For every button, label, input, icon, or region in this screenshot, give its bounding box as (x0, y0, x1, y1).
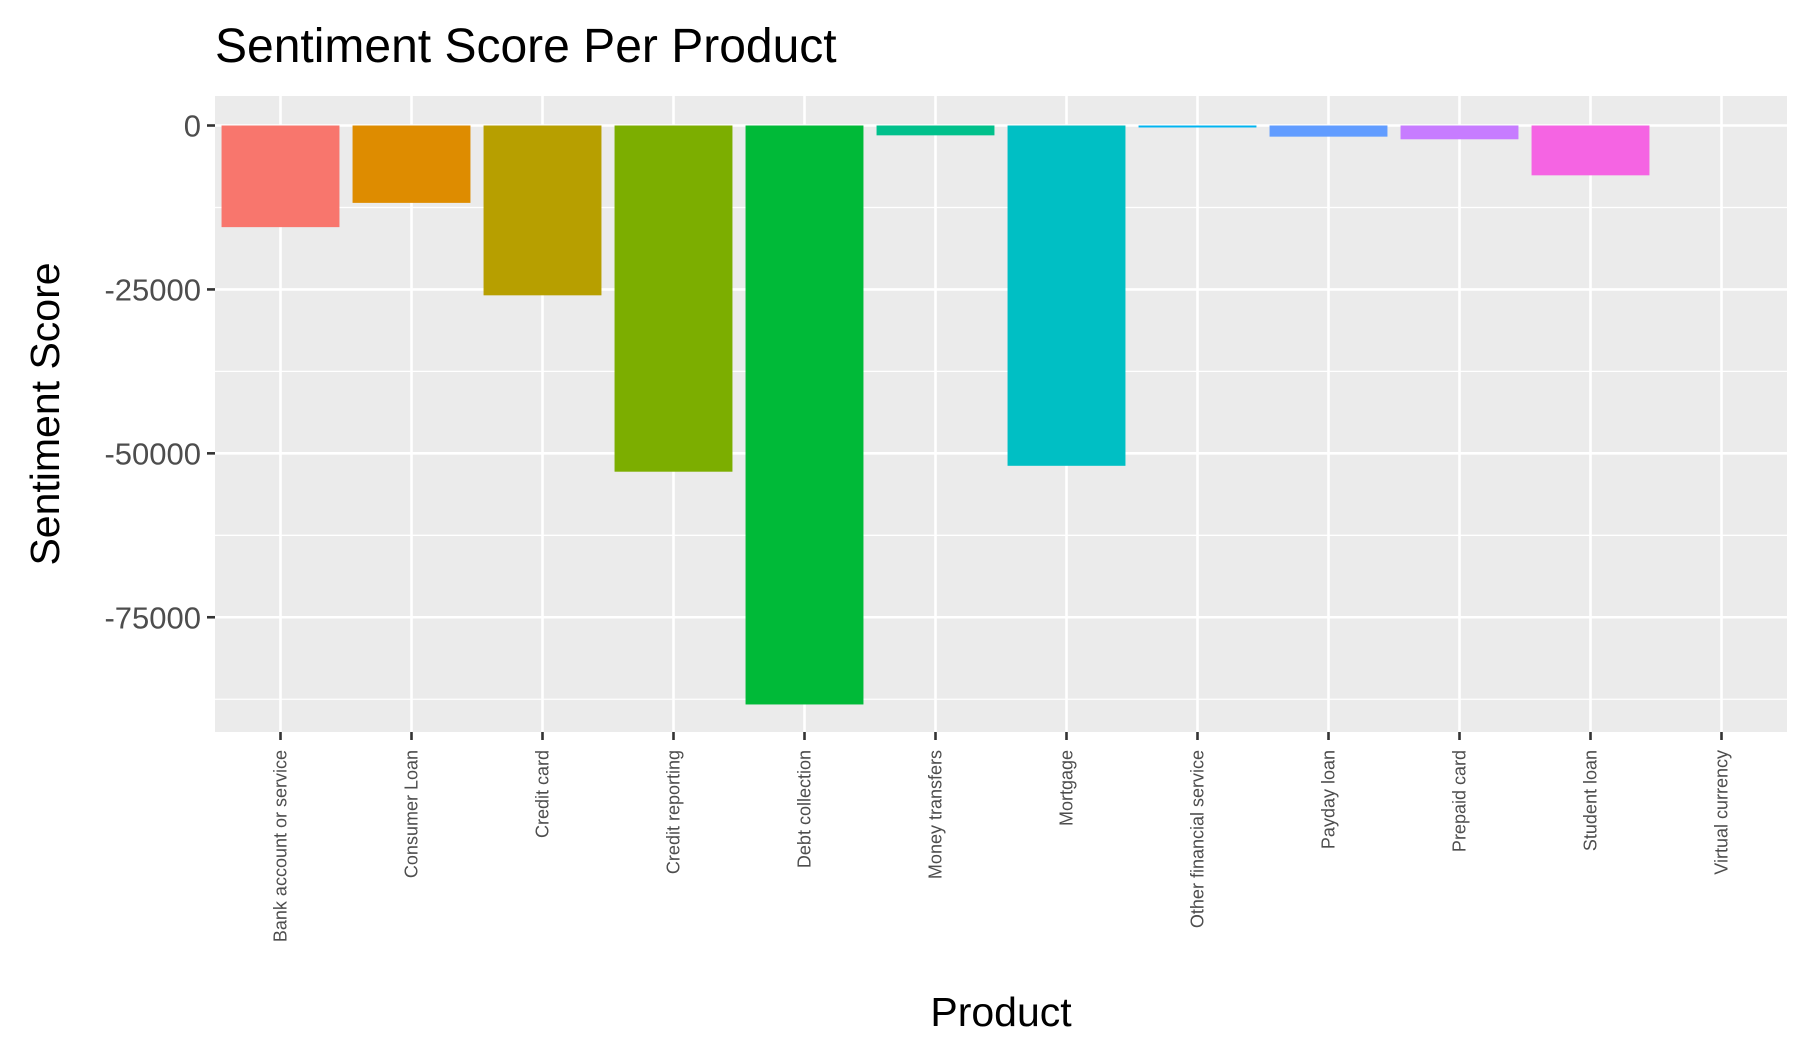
x-tick-label: Prepaid card (1450, 750, 1470, 852)
bar (1138, 125, 1257, 128)
x-tick-label: Credit reporting (664, 750, 684, 874)
y-tick-label: -25000 (104, 272, 201, 307)
y-tick-label: -50000 (104, 436, 201, 471)
x-tick-label: Payday loan (1319, 750, 1339, 849)
bar (352, 125, 471, 203)
bar (1269, 125, 1388, 137)
x-tick-label: Bank account or service (271, 750, 291, 942)
bar (614, 125, 733, 472)
x-tick-label: Money transfers (926, 750, 946, 879)
x-tick-label: Mortgage (1057, 750, 1077, 826)
x-tick-label: Credit card (533, 750, 553, 838)
bar (221, 125, 340, 228)
x-tick-label: Virtual currency (1712, 750, 1732, 875)
x-tick-label: Debt collection (795, 750, 815, 868)
y-tick-label: 0 (184, 109, 201, 144)
minor-gridlines (215, 206, 1787, 700)
bar (1531, 125, 1650, 176)
bar (483, 125, 602, 296)
x-axis-title: Product (930, 989, 1072, 1035)
x-tick-label: Other financial service (1188, 750, 1208, 928)
bar (745, 125, 864, 705)
y-axis: 0 -25000 -50000 -75000 (104, 109, 215, 635)
x-tick-label: Consumer Loan (402, 750, 422, 878)
chart-title: Sentiment Score Per Product (215, 20, 837, 73)
bar (1400, 125, 1519, 140)
x-axis: Bank account or service Consumer Loan Cred… (271, 732, 1732, 942)
y-tick-label: -75000 (104, 600, 201, 635)
y-axis-title: Sentiment Score (22, 262, 68, 565)
bar (1007, 125, 1126, 466)
plot-panel (215, 96, 1787, 732)
bar (876, 125, 995, 136)
x-tick-label: Student loan (1581, 750, 1601, 851)
bars (221, 125, 1650, 705)
